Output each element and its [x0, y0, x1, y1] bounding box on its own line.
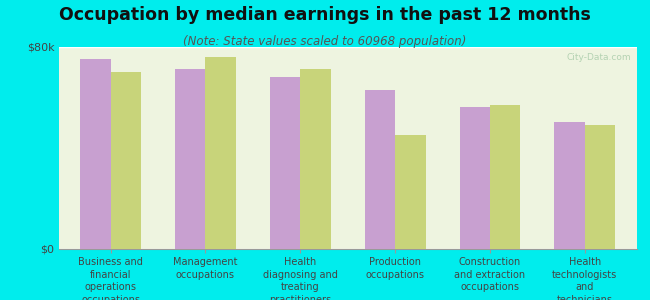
Bar — [270, 77, 300, 249]
Text: Occupation by median earnings in the past 12 months: Occupation by median earnings in the pas… — [59, 6, 591, 24]
Legend: 60968, Illinois: 60968, Illinois — [258, 296, 392, 300]
Bar — [554, 122, 585, 249]
Bar — [300, 69, 331, 249]
Bar — [490, 105, 521, 249]
Bar — [175, 69, 205, 249]
Bar — [585, 125, 615, 249]
Bar — [460, 107, 490, 249]
Text: City-Data.com: City-Data.com — [567, 52, 631, 62]
Bar — [365, 89, 395, 249]
Text: (Note: State values scaled to 60968 population): (Note: State values scaled to 60968 popu… — [183, 34, 467, 47]
Bar — [111, 72, 141, 249]
Bar — [205, 57, 236, 249]
Bar — [81, 59, 110, 249]
Bar — [395, 135, 426, 249]
